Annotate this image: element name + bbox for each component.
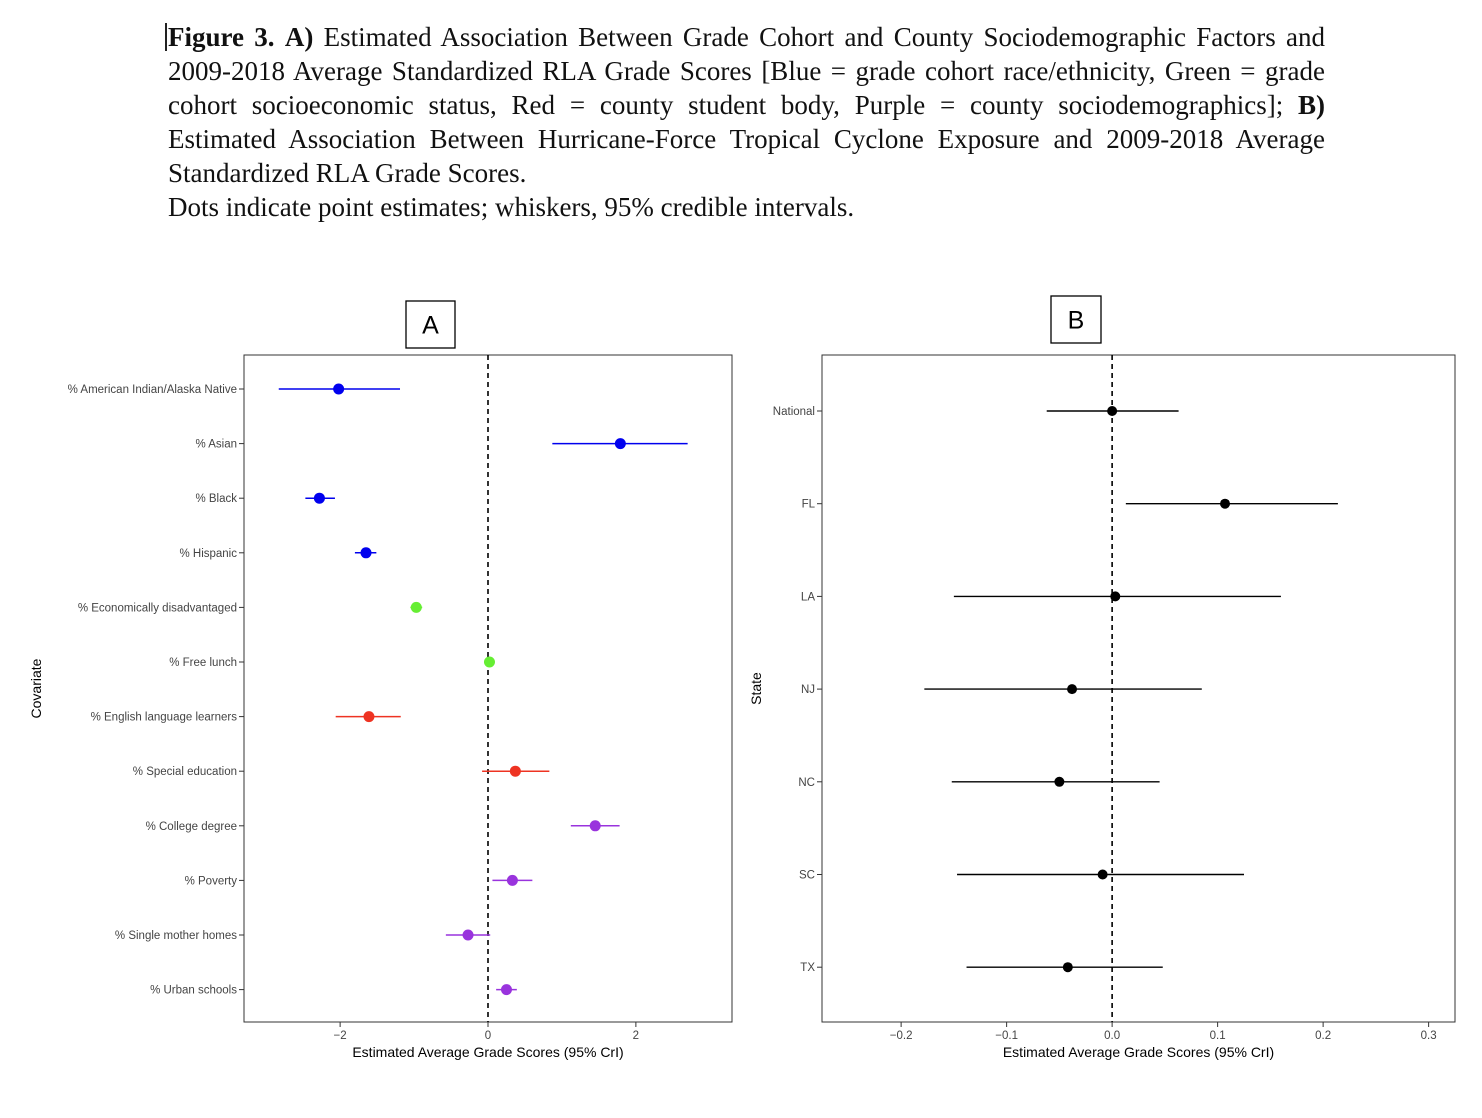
x-tick-label: 0.0 [1104,1030,1120,1042]
panel-a-label: A) [284,22,314,52]
panel-b-chart: B −0.2 −0.1 0.0 0.1 0.2 0.3 Estimated Average G… [748,295,1456,1060]
caption-text-b: Estimated Association Between Hurricane-… [168,124,1325,188]
y-tick-label: LA [801,591,815,603]
y-tick-label: % Free lunch [169,657,237,669]
y-tick-label: % American Indian/Alaska Native [68,384,237,396]
x-tick-label: −2 [334,1030,347,1042]
y-tick-label: NJ [801,684,815,696]
x-tick-label: 0.3 [1421,1030,1437,1042]
panel-a-chart: A −2 0 2 Estimated Average Grade Scores (95%… [28,300,733,1060]
point-estimate-dot [363,711,375,723]
panel-b-label-box [1050,295,1102,344]
caption-text-a: Estimated Association Between Grade Coho… [168,22,1326,120]
x-tick-label: −0.1 [995,1030,1018,1042]
point-estimate-dot [462,929,474,941]
panel-b-label: B) [1298,90,1326,120]
y-tick-label: % Asian [195,439,237,451]
x-axis-title: Estimated Average Grade Scores (95% CrI) [1003,1044,1274,1060]
y-tick-label: % English language learners [91,712,238,724]
y-tick-label: % Poverty [185,875,238,887]
x-tick-label: 0.2 [1315,1030,1331,1042]
text-cursor [165,23,167,51]
y-tick-label: % Special education [133,766,237,778]
point-estimate-dot [1107,406,1118,416]
point-estimate-dot [1097,869,1108,880]
point-estimate-dot [1110,591,1121,602]
point-estimate-dot [410,601,422,613]
point-estimate-dot [1062,962,1073,973]
x-tick-label: −0.2 [890,1030,913,1042]
y-tick-label: TX [800,962,815,974]
panel-a-label: A [422,312,439,340]
y-tick-label: % College degree [146,821,237,833]
point-estimate-dot [509,765,521,777]
point-estimate-dot [1220,498,1231,509]
x-tick-label: 2 [633,1030,639,1042]
point-estimate-dot [506,874,518,886]
plot-frame [821,354,1456,1023]
figure-caption: Figure 3. A) Estimated Association Betwe… [165,20,1325,224]
panel-b-label: B [1068,307,1085,335]
point-estimate-dot [360,547,372,559]
point-estimate-dot [483,656,495,668]
y-tick-label: % Black [195,493,237,505]
point-estimate-dot [313,492,325,504]
x-tick-label: 0 [485,1030,491,1042]
point-estimate-dot [589,820,601,832]
caption-paragraph: Figure 3. A) Estimated Association Betwe… [168,20,1325,190]
y-tick-label: NC [798,777,815,789]
y-tick-label: SC [799,870,815,882]
caption-note: Dots indicate point estimates; whiskers,… [168,192,855,222]
y-tick-label: % Hispanic [179,548,237,560]
figure-label: Figure 3. [168,22,275,52]
panel-a-label-box [405,300,456,349]
point-estimate-dot [614,438,626,450]
point-estimate-dot [500,984,512,996]
y-tick-label: National [773,406,815,418]
x-tick-label: 0.1 [1210,1030,1226,1042]
point-estimate-dot [333,383,345,395]
x-axis-title: Estimated Average Grade Scores (95% CrI) [352,1044,623,1060]
y-tick-label: FL [802,499,816,511]
y-tick-label: % Economically disadvantaged [78,602,237,614]
point-estimate-dot [1054,776,1065,787]
y-axis-title: Covariate [28,658,44,718]
y-tick-label: % Urban schools [150,985,237,997]
y-tick-label: % Single mother homes [115,930,237,942]
point-estimate-dot [1067,684,1078,695]
y-axis-title: State [748,672,764,705]
